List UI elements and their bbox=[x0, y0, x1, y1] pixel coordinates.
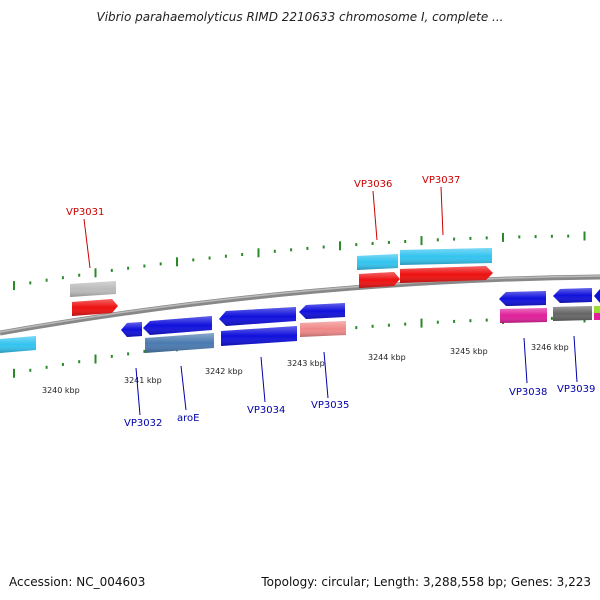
kbp-label: 3241 kbp bbox=[124, 376, 162, 385]
gene-vp3035[interactable] bbox=[300, 321, 346, 337]
gene-feature-upper[interactable] bbox=[357, 254, 398, 270]
gene-arrow-lower[interactable] bbox=[499, 291, 546, 306]
label-vp3039: VP3039 bbox=[557, 384, 595, 395]
tick-row-lower bbox=[13, 313, 586, 378]
kbp-label: 3240 kbp bbox=[42, 386, 80, 395]
gene-arrow-lower[interactable] bbox=[143, 316, 212, 335]
kbp-label: 3242 kbp bbox=[205, 367, 243, 376]
gene-vp3037[interactable] bbox=[400, 266, 493, 283]
map-title: Vibrio parahaemolyticus RIMD 2210633 chr… bbox=[96, 10, 504, 24]
label-vp3038: VP3038 bbox=[509, 387, 547, 398]
gene-feature-upper[interactable] bbox=[70, 281, 116, 297]
kbp-label: 3245 kbp bbox=[450, 347, 488, 356]
label-vp3036: VP3036 bbox=[354, 179, 392, 190]
gene-feature-upper[interactable] bbox=[400, 248, 492, 265]
gene-vp3038[interactable] bbox=[500, 308, 547, 323]
gene-vp3039[interactable] bbox=[553, 306, 592, 321]
label-vp3032: VP3032 bbox=[124, 418, 162, 429]
kbp-label: 3246 kbp bbox=[531, 343, 569, 352]
gene-feature-lower[interactable] bbox=[594, 306, 600, 320]
kbp-label: 3243 kbp bbox=[287, 359, 325, 368]
label-vp3031: VP3031 bbox=[66, 207, 104, 218]
accession-text: Accession: NC_004603 bbox=[9, 575, 146, 589]
gene-arrow-lower[interactable] bbox=[594, 289, 600, 303]
gene-vp3031[interactable] bbox=[72, 299, 118, 316]
topology-text: Topology: circular; Length: 3,288,558 bp… bbox=[261, 575, 591, 589]
label-aroe: aroE bbox=[177, 413, 199, 424]
gene-arrow-lower[interactable] bbox=[299, 303, 345, 319]
gene-arrow-lower[interactable] bbox=[219, 307, 296, 326]
gene-arrow-lower[interactable] bbox=[553, 288, 592, 303]
chromosome-backbone bbox=[0, 274, 600, 336]
label-vp3037: VP3037 bbox=[422, 175, 460, 186]
gene-vp3034[interactable] bbox=[221, 326, 297, 346]
label-vp3035: VP3035 bbox=[311, 400, 349, 411]
label-leaders bbox=[83, 186, 578, 416]
kbp-label: 3244 kbp bbox=[368, 353, 406, 362]
gene-aroe[interactable] bbox=[145, 333, 214, 353]
label-vp3034: VP3034 bbox=[247, 405, 285, 416]
gene-vp3036[interactable] bbox=[359, 272, 400, 288]
gene-vp3032[interactable] bbox=[121, 322, 142, 337]
gene-feature-lower[interactable] bbox=[0, 336, 36, 353]
tick-row-upper bbox=[13, 231, 586, 291]
